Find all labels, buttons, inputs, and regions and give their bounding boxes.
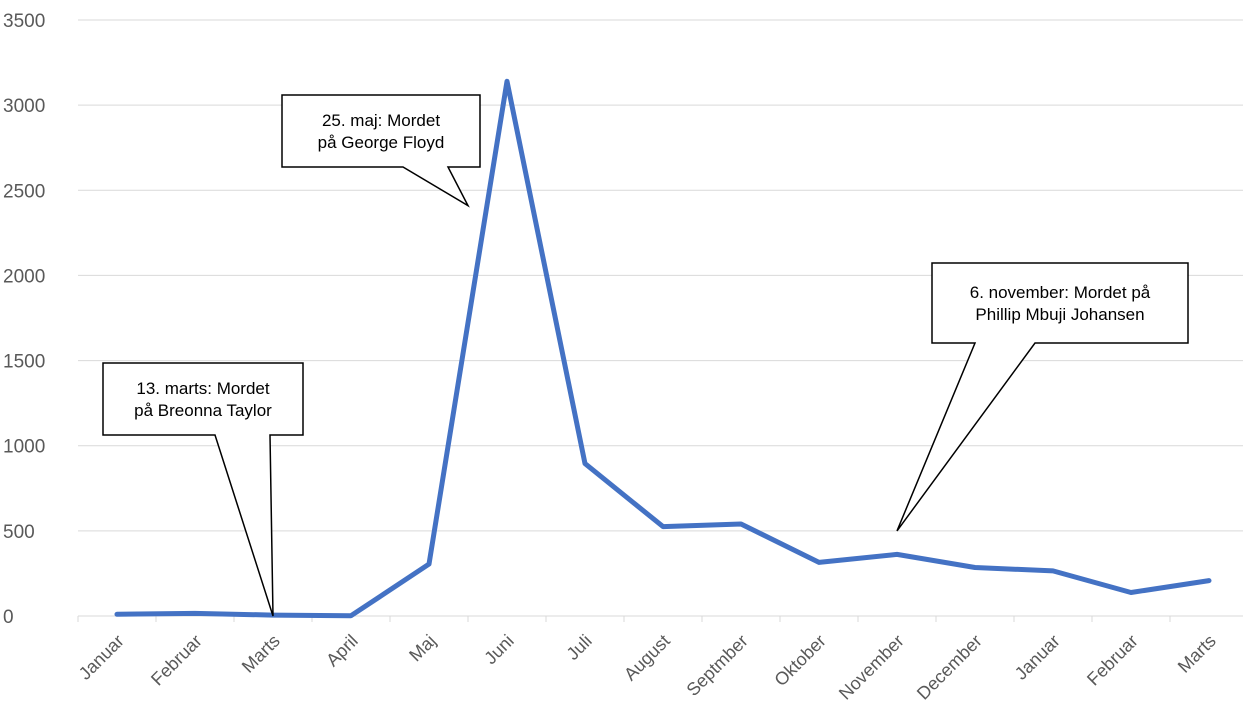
y-tick-label: 3500 — [3, 11, 45, 32]
x-tick-label: Juli — [563, 631, 596, 664]
callout-text: 6. november: Mordet på — [970, 283, 1151, 302]
x-tick-label: August — [620, 631, 674, 685]
annotation-layer: 13. marts: Mordet på Breonna Taylor 25. ma… — [102, 94, 1189, 617]
callout-box — [281, 94, 481, 208]
callout-annotation: 6. november: Mordet på Phillip Mbuji Joha… — [896, 262, 1189, 532]
y-tick-label: 2500 — [3, 181, 45, 202]
series-line — [114, 78, 1212, 619]
callout-box — [102, 362, 304, 617]
callout-annotation: 13. marts: Mordet på Breonna Taylor — [102, 362, 304, 617]
x-tick-label: Oktober — [770, 631, 829, 690]
x-axis-tick-labels: Januar Februar Marts April Maj Juni Juli August… — [75, 631, 1220, 704]
y-tick-label: 500 — [3, 522, 35, 543]
x-tick-label: December — [913, 631, 986, 704]
x-tick-label: Septmber — [682, 631, 751, 700]
y-tick-label: 3000 — [3, 96, 45, 117]
y-tick-label: 1500 — [3, 352, 45, 373]
y-tick-label: 1000 — [3, 437, 45, 458]
callout-text: 13. marts: Mordet — [136, 379, 269, 398]
callout-text: på Breonna Taylor — [134, 401, 272, 420]
gridlines — [78, 19, 1243, 532]
y-tick-label: 0 — [3, 607, 14, 628]
x-tick-label: Februar — [147, 631, 206, 690]
x-tick-label: Januar — [1011, 631, 1064, 684]
x-tick-label: Februar — [1083, 631, 1142, 690]
series-layer — [114, 78, 1212, 619]
x-tick-label: Marts — [238, 631, 284, 677]
callout-annotation: 25. maj: Mordet på George Floyd — [281, 94, 481, 208]
y-axis-tick-labels: 0 500 1000 1500 2000 2500 3000 3500 — [3, 11, 45, 628]
x-tick-label: November — [835, 631, 908, 704]
callout-text: 25. maj: Mordet — [322, 111, 440, 130]
x-tick-label: April — [322, 631, 362, 671]
x-tick-label: Januar — [75, 631, 128, 684]
x-tick-label: Juni — [480, 631, 517, 668]
callout-text: Phillip Mbuji Johansen — [975, 305, 1144, 324]
x-tick-label: Marts — [1174, 631, 1220, 677]
callout-text: på George Floyd — [318, 133, 445, 152]
y-tick-label: 2000 — [3, 266, 45, 287]
x-tick-label: Maj — [405, 631, 440, 666]
callout-box — [896, 262, 1189, 532]
